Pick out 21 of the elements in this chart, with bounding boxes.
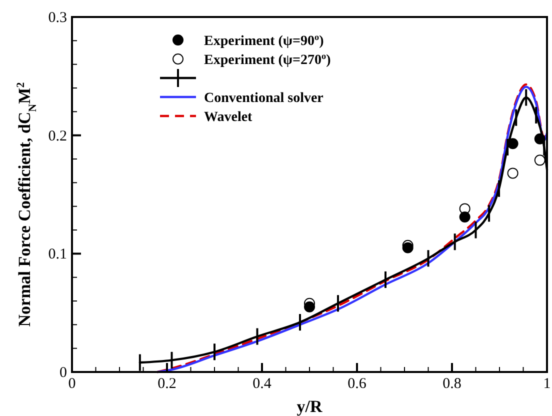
point bbox=[534, 133, 546, 144]
point bbox=[304, 301, 315, 312]
x-tick-label: 0.6 bbox=[348, 376, 367, 392]
x-axis-title: y/R bbox=[296, 397, 323, 416]
y-tick-label: 0.1 bbox=[48, 246, 67, 263]
x-tick-label: 0.2 bbox=[158, 376, 176, 392]
point bbox=[507, 138, 518, 150]
legend-label: Conventional solver bbox=[204, 91, 324, 106]
point bbox=[534, 154, 546, 166]
legend-label: Wavelet bbox=[204, 110, 253, 125]
y-tick-label: 0.3 bbox=[48, 10, 67, 26]
y-tick-label: 0 bbox=[60, 365, 67, 381]
legend-label: Experiment (ψ=90$^{o}$) bbox=[204, 32, 324, 49]
x-tick-label: 0.4 bbox=[252, 376, 272, 392]
x-tick-label: 0.8 bbox=[442, 376, 462, 392]
x-tick-label: 1 bbox=[543, 376, 551, 392]
y-tick-label: 0.2 bbox=[48, 128, 67, 144]
point bbox=[507, 168, 518, 179]
legend-label: Experiment (ψ=270$^{o}$) bbox=[204, 51, 332, 68]
point bbox=[402, 242, 414, 254]
point bbox=[459, 211, 470, 222]
